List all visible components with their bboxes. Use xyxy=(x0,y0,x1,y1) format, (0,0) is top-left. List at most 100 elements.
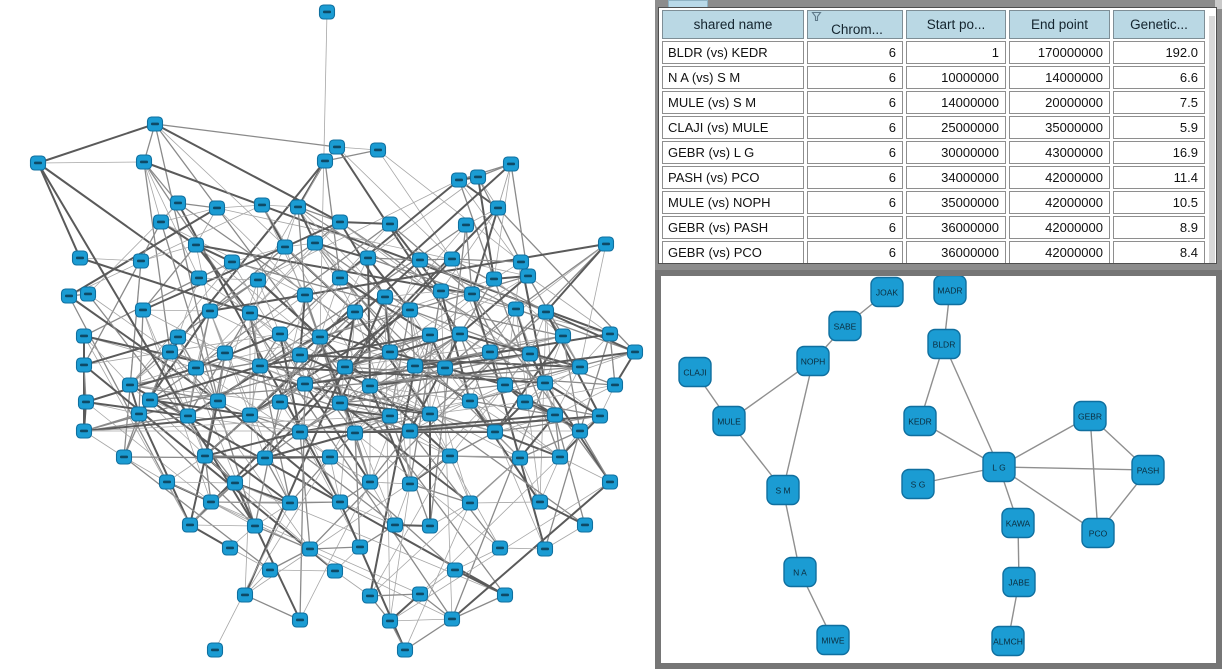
table-cell-chromosome[interactable]: 6 xyxy=(807,91,903,114)
column-header-start-point[interactable]: Start po... xyxy=(906,10,1006,39)
table-cell-end-point[interactable]: 14000000 xyxy=(1009,66,1110,89)
table-cell-shared-name[interactable]: GEBR (vs) PCO xyxy=(662,241,804,263)
column-header-end-point[interactable]: End point xyxy=(1009,10,1110,39)
table-cell-shared-name[interactable]: GEBR (vs) PASH xyxy=(662,216,804,239)
network-node[interactable] xyxy=(491,540,509,556)
table-scrollbar[interactable] xyxy=(1209,16,1215,263)
node-shape[interactable] xyxy=(1002,566,1036,598)
network-node[interactable] xyxy=(443,251,461,267)
network-node[interactable] xyxy=(401,302,419,318)
node-shape[interactable] xyxy=(1073,400,1107,432)
network-node[interactable] xyxy=(223,254,241,270)
network-node[interactable] xyxy=(469,169,487,185)
table-cell-start-point[interactable]: 25000000 xyxy=(906,116,1006,139)
network-node[interactable] xyxy=(236,587,254,603)
network-node[interactable] xyxy=(436,360,454,376)
table-row[interactable]: MULE (vs) NOPH 6 35000000 42000000 10.5 xyxy=(662,191,1205,214)
table-cell-start-point[interactable]: 30000000 xyxy=(906,141,1006,164)
network-node[interactable] xyxy=(331,214,349,230)
node-shape[interactable] xyxy=(766,474,800,506)
network-node[interactable] xyxy=(187,360,205,376)
network-node[interactable] xyxy=(226,475,244,491)
node-madr[interactable]: MADR xyxy=(933,276,967,306)
network-node[interactable] xyxy=(169,195,187,211)
network-node[interactable] xyxy=(331,494,349,510)
table-cell-end-point[interactable]: 43000000 xyxy=(1009,141,1110,164)
network-node[interactable] xyxy=(496,587,514,603)
network-node[interactable] xyxy=(261,562,279,578)
network-node[interactable] xyxy=(361,588,379,604)
node-shape[interactable] xyxy=(712,405,746,437)
network-node[interactable] xyxy=(601,326,619,342)
network-node[interactable] xyxy=(406,358,424,374)
node-shape[interactable] xyxy=(933,276,967,306)
network-node[interactable] xyxy=(346,425,364,441)
table-cell-start-point[interactable]: 10000000 xyxy=(906,66,1006,89)
network-node[interactable] xyxy=(71,250,89,266)
network-node[interactable] xyxy=(359,250,377,266)
table-cell-end-point[interactable]: 42000000 xyxy=(1009,191,1110,214)
network-node[interactable] xyxy=(130,406,148,422)
column-header-shared-name[interactable]: shared name xyxy=(662,10,804,39)
table-tab[interactable] xyxy=(668,0,708,7)
table-cell-start-point[interactable]: 1 xyxy=(906,41,1006,64)
network-node[interactable] xyxy=(519,268,537,284)
network-node[interactable] xyxy=(77,394,95,410)
network-node[interactable] xyxy=(361,378,379,394)
network-node[interactable] xyxy=(29,155,47,171)
network-node[interactable] xyxy=(201,303,219,319)
network-node[interactable] xyxy=(141,392,159,408)
network-node[interactable] xyxy=(386,517,404,533)
network-node[interactable] xyxy=(291,612,309,628)
table-cell-chromosome[interactable]: 6 xyxy=(807,191,903,214)
network-node[interactable] xyxy=(331,395,349,411)
network-node[interactable] xyxy=(626,344,644,360)
main-network-panel[interactable] xyxy=(0,0,655,669)
table-cell-genetic[interactable]: 6.6 xyxy=(1113,66,1205,89)
node-shape[interactable] xyxy=(870,276,904,308)
network-node[interactable] xyxy=(196,448,214,464)
network-node[interactable] xyxy=(79,286,97,302)
network-node[interactable] xyxy=(401,423,419,439)
node-lg[interactable]: L G xyxy=(982,451,1016,483)
network-node[interactable] xyxy=(318,4,336,20)
network-node[interactable] xyxy=(135,154,153,170)
node-gebr[interactable]: GEBR xyxy=(1073,400,1107,432)
node-shape[interactable] xyxy=(816,624,850,656)
network-node[interactable] xyxy=(121,377,139,393)
table-cell-shared-name[interactable]: N A (vs) S M xyxy=(662,66,804,89)
table-cell-genetic[interactable]: 5.9 xyxy=(1113,116,1205,139)
node-bldr[interactable]: BLDR xyxy=(927,328,961,360)
network-node[interactable] xyxy=(443,611,461,627)
network-node[interactable] xyxy=(328,139,346,155)
table-cell-chromosome[interactable]: 6 xyxy=(807,216,903,239)
network-node[interactable] xyxy=(158,474,176,490)
network-node[interactable] xyxy=(146,116,164,132)
table-cell-chromosome[interactable]: 6 xyxy=(807,116,903,139)
network-node[interactable] xyxy=(179,408,197,424)
node-shape[interactable] xyxy=(903,405,937,437)
table-cell-end-point[interactable]: 42000000 xyxy=(1009,166,1110,189)
node-almch[interactable]: ALMCH xyxy=(991,625,1025,657)
node-shape[interactable] xyxy=(1001,507,1035,539)
table-cell-chromosome[interactable]: 6 xyxy=(807,41,903,64)
network-node[interactable] xyxy=(512,254,530,270)
network-node[interactable] xyxy=(381,613,399,629)
node-sg[interactable]: S G xyxy=(901,468,935,500)
table-cell-genetic[interactable]: 8.4 xyxy=(1113,241,1205,263)
network-node[interactable] xyxy=(396,642,414,658)
network-node[interactable] xyxy=(485,271,503,287)
network-node[interactable] xyxy=(169,329,187,345)
network-node[interactable] xyxy=(249,272,267,288)
table-cell-shared-name[interactable]: MULE (vs) NOPH xyxy=(662,191,804,214)
network-node[interactable] xyxy=(481,344,499,360)
network-node[interactable] xyxy=(75,423,93,439)
network-node[interactable] xyxy=(601,474,619,490)
node-sm[interactable]: S M xyxy=(766,474,800,506)
node-shape[interactable] xyxy=(678,356,712,388)
table-cell-end-point[interactable]: 42000000 xyxy=(1009,216,1110,239)
network-node[interactable] xyxy=(606,377,624,393)
node-shape[interactable] xyxy=(901,468,935,500)
table-row[interactable]: BLDR (vs) KEDR 6 1 170000000 192.0 xyxy=(662,41,1205,64)
table-row[interactable]: GEBR (vs) L G 6 30000000 43000000 16.9 xyxy=(662,141,1205,164)
